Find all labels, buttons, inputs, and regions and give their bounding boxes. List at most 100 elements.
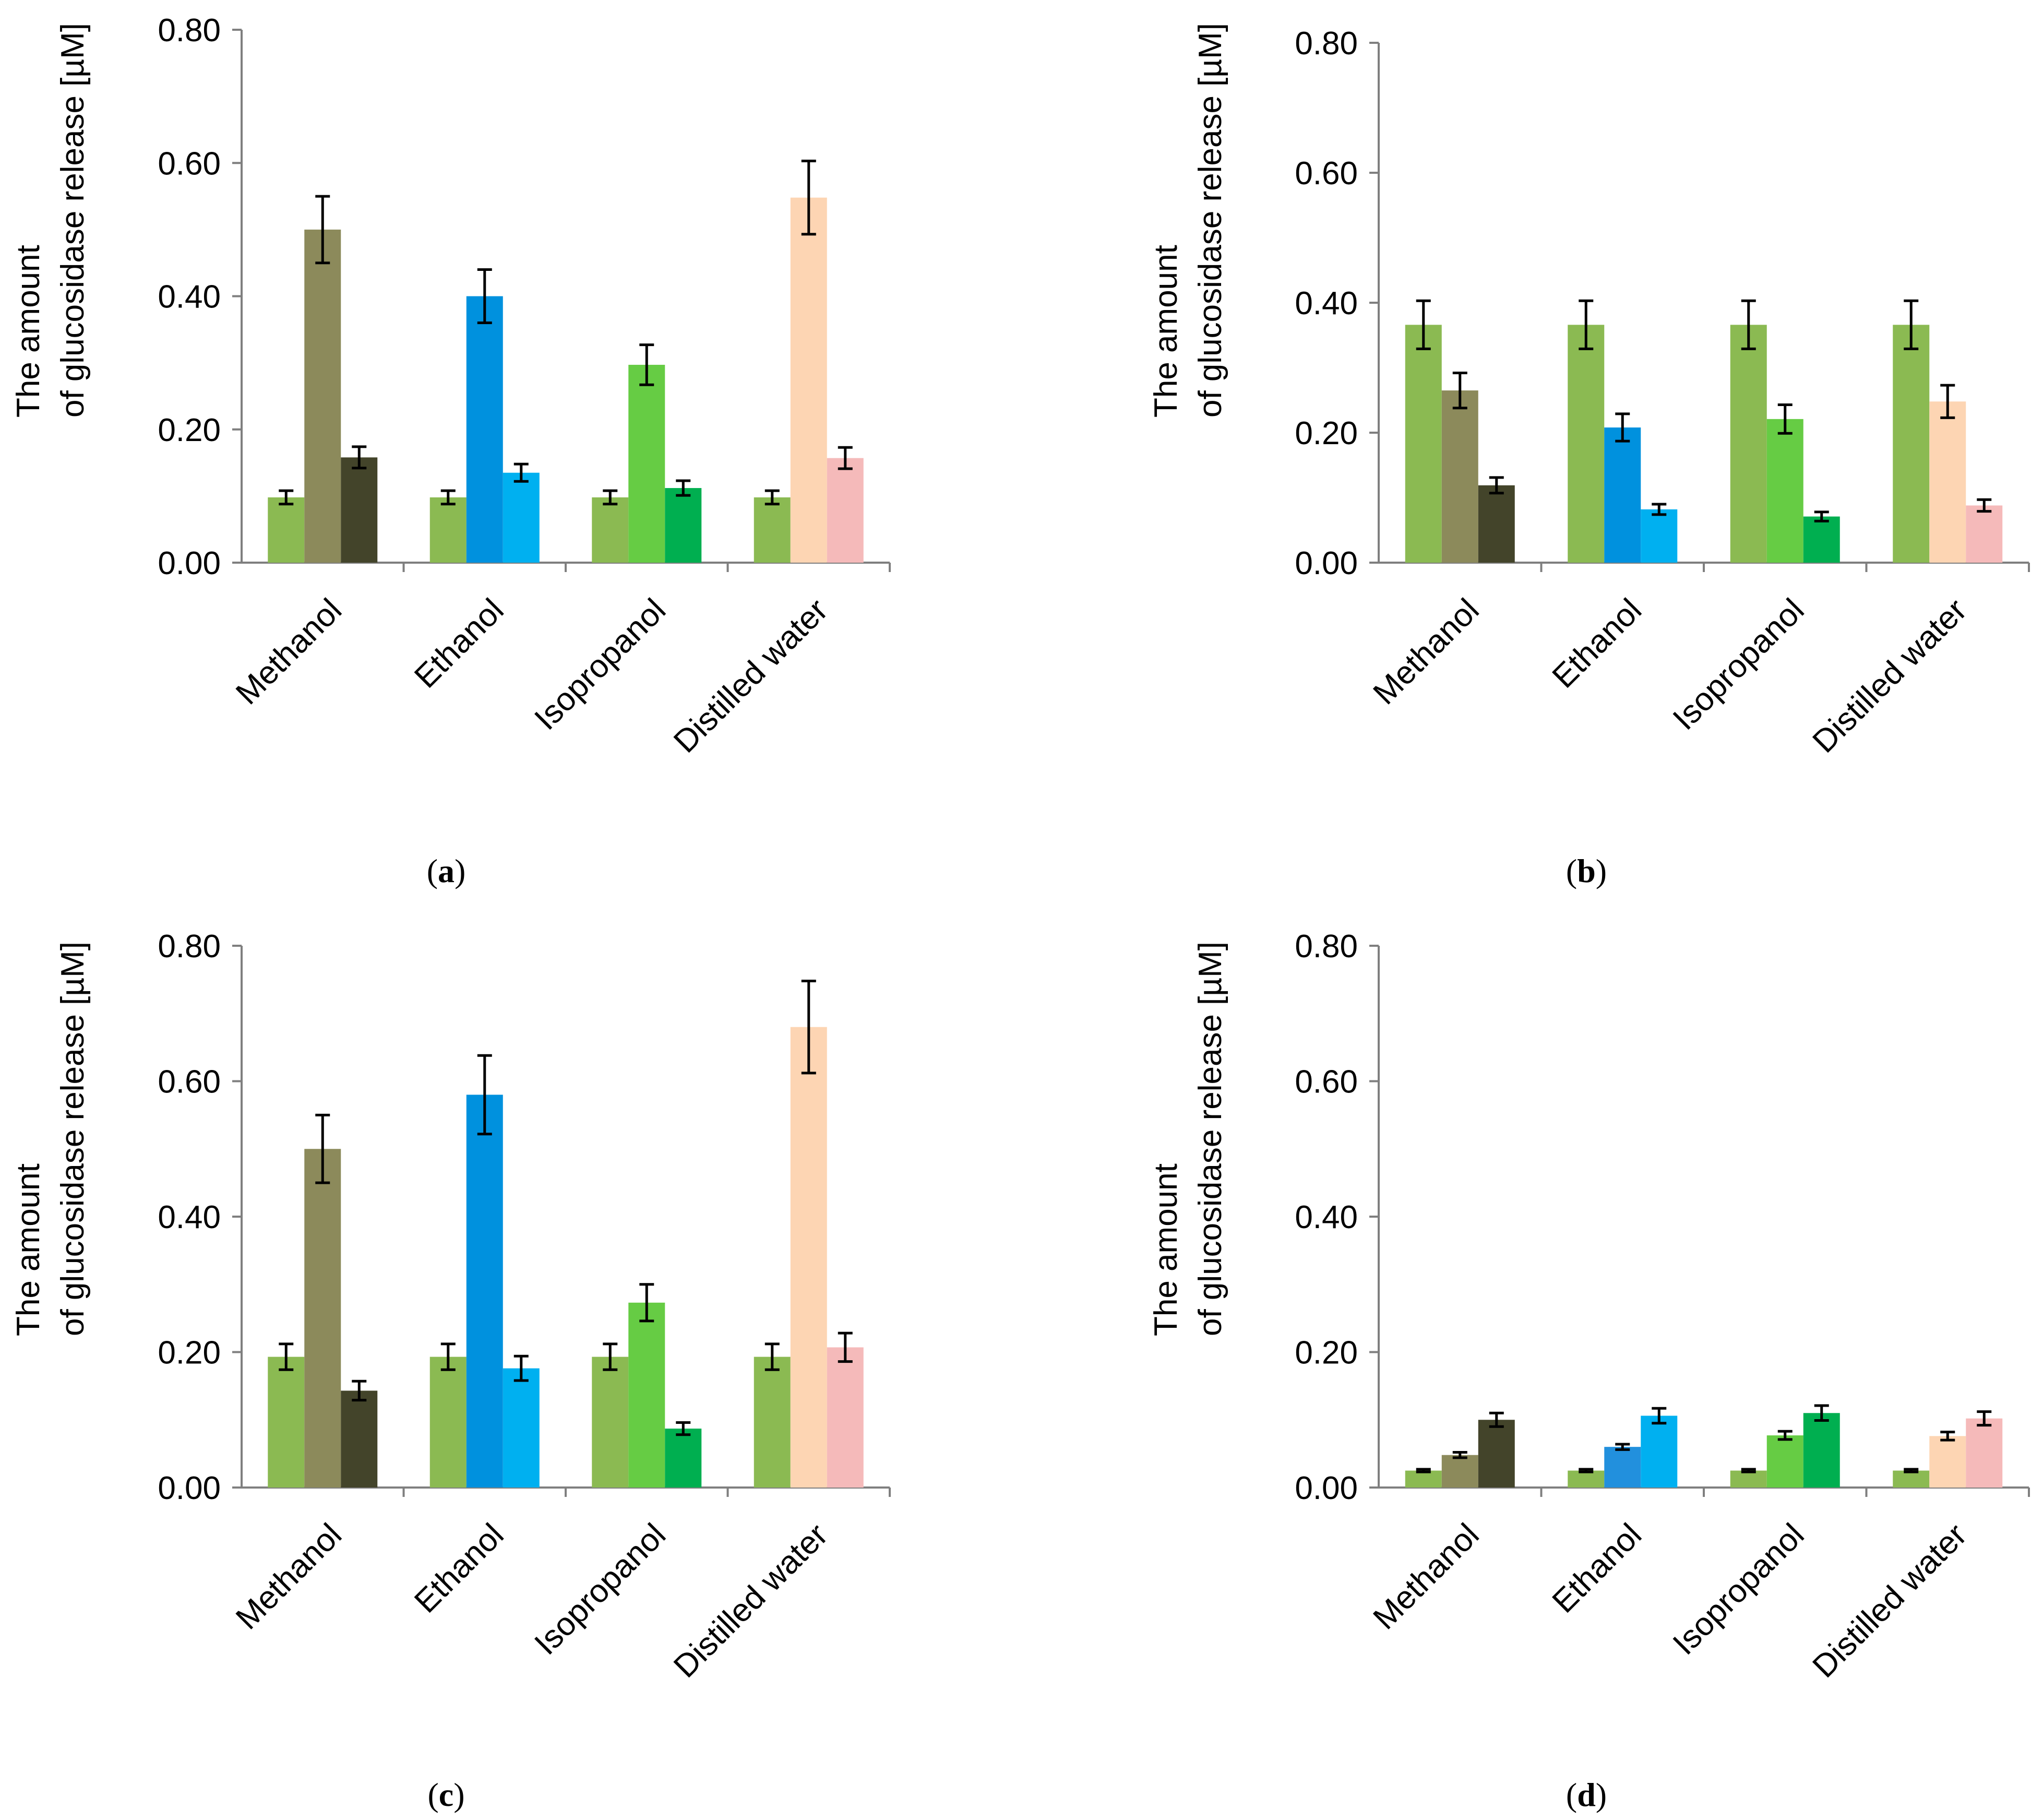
bar-distilled-water-1 xyxy=(1893,325,1930,563)
panel-label: (c) xyxy=(427,1776,464,1813)
bar-isopropanol-2 xyxy=(1766,419,1803,563)
bar-ethanol-2 xyxy=(1604,427,1641,563)
x-category-label: Distilled water xyxy=(1806,1517,1974,1685)
x-category-label: Distilled water xyxy=(667,592,835,760)
bar-isopropanol-3 xyxy=(665,1429,702,1488)
x-category-label: Ethanol xyxy=(1546,592,1648,695)
bar-isopropanol-3 xyxy=(665,488,702,563)
bar-distilled-water-2 xyxy=(790,1027,827,1488)
bar-methanol-1 xyxy=(1405,1470,1442,1488)
y-tick-label: 0.20 xyxy=(158,412,221,448)
bar-isopropanol-3 xyxy=(1803,516,1840,563)
y-axis-title: of glucosidase release [µM] xyxy=(55,942,91,1336)
y-tick-label: 0.00 xyxy=(1295,545,1358,581)
bar-ethanol-2 xyxy=(466,296,503,563)
y-tick-label: 0.80 xyxy=(158,929,221,965)
y-axis-title: The amount xyxy=(1148,1163,1184,1336)
bar-distilled-water-3 xyxy=(1966,505,2003,563)
bar-distilled-water-3 xyxy=(827,458,864,563)
bar-isopropanol-1 xyxy=(1730,1470,1767,1488)
bar-ethanol-3 xyxy=(1641,1415,1678,1488)
x-category-label: Isopropanol xyxy=(1666,1517,1811,1662)
x-category-label: Distilled water xyxy=(1806,592,1974,760)
y-axis-title: of glucosidase release [µM] xyxy=(55,23,91,418)
x-category-label: Methanol xyxy=(1367,1517,1486,1636)
bar-distilled-water-1 xyxy=(1893,1470,1930,1488)
bar-methanol-3 xyxy=(341,1390,378,1488)
x-category-label: Ethanol xyxy=(408,1517,510,1620)
chart-panel-b: 0.00 0.20 0.40 0.60 0.80 The amount of glucosi… xyxy=(1148,23,2030,889)
y-tick-label: 0.40 xyxy=(1295,1199,1358,1235)
bar-distilled-water-3 xyxy=(1966,1418,2003,1488)
panel-label: (d) xyxy=(1566,1776,1607,1813)
y-tick-label: 0.80 xyxy=(158,13,221,49)
x-category-label: Methanol xyxy=(229,1517,349,1636)
x-category-label: Ethanol xyxy=(1546,1517,1648,1620)
bar-distilled-water-2 xyxy=(1929,401,1966,563)
bar-distilled-water-2 xyxy=(790,197,827,563)
y-tick-label: 0.60 xyxy=(1295,156,1358,192)
y-axis-title: The amount xyxy=(1148,245,1184,418)
bar-ethanol-2 xyxy=(1604,1447,1641,1488)
x-category-label: Isopropanol xyxy=(528,592,673,737)
bar-methanol-3 xyxy=(1478,485,1515,563)
bar-isopropanol-1 xyxy=(1730,325,1767,563)
bar-distilled-water-3 xyxy=(827,1347,864,1488)
bar-ethanol-3 xyxy=(1641,509,1678,563)
y-axis-title: The amount xyxy=(10,1163,46,1336)
bar-methanol-2 xyxy=(304,1149,341,1488)
bar-methanol-2 xyxy=(304,229,341,563)
x-category-label: Methanol xyxy=(229,592,349,711)
bar-isopropanol-2 xyxy=(628,364,665,563)
x-category-label: Isopropanol xyxy=(1666,592,1811,737)
y-tick-label: 0.40 xyxy=(1295,286,1358,322)
y-tick-label: 0.60 xyxy=(158,1064,221,1100)
y-tick-label: 0.20 xyxy=(158,1335,221,1371)
bar-isopropanol-1 xyxy=(592,1357,629,1488)
y-tick-label: 0.80 xyxy=(1295,929,1358,965)
bar-isopropanol-3 xyxy=(1803,1413,1840,1488)
bar-ethanol-2 xyxy=(466,1095,503,1488)
bar-distilled-water-2 xyxy=(1929,1436,1966,1488)
bar-methanol-1 xyxy=(268,497,305,563)
x-category-label: Distilled water xyxy=(667,1517,835,1685)
y-tick-label: 0.60 xyxy=(158,146,221,182)
bar-ethanol-3 xyxy=(503,472,540,563)
y-tick-label: 0.40 xyxy=(158,279,221,315)
chart-panel-d: 0.00 0.20 0.40 0.60 0.80 The amount of glucosi… xyxy=(1148,929,2030,1813)
panel-label: (b) xyxy=(1566,852,1607,889)
x-category-label: Isopropanol xyxy=(528,1517,673,1662)
bar-ethanol-1 xyxy=(1568,1470,1605,1488)
bar-ethanol-1 xyxy=(1568,325,1605,563)
bar-ethanol-3 xyxy=(503,1368,540,1488)
y-tick-label: 0.80 xyxy=(1295,26,1358,62)
bar-methanol-2 xyxy=(1441,1455,1478,1488)
bar-methanol-3 xyxy=(1478,1420,1515,1488)
y-tick-label: 0.00 xyxy=(1295,1470,1358,1506)
y-axis-title: of glucosidase release [µM] xyxy=(1192,23,1228,418)
chart-panel-a: 0.00 0.20 0.40 0.60 0.80 The amount of glucosi… xyxy=(10,13,891,889)
y-tick-label: 0.40 xyxy=(158,1199,221,1235)
y-axis-title: The amount xyxy=(10,245,46,418)
y-tick-label: 0.20 xyxy=(1295,1335,1358,1371)
bar-isopropanol-2 xyxy=(1766,1435,1803,1488)
panel-label: (a) xyxy=(427,852,466,889)
bar-ethanol-1 xyxy=(429,497,467,563)
bar-distilled-water-1 xyxy=(754,497,791,563)
bar-methanol-2 xyxy=(1441,390,1478,563)
x-category-label: Ethanol xyxy=(408,592,510,695)
bar-methanol-1 xyxy=(268,1357,305,1488)
bar-methanol-1 xyxy=(1405,325,1442,563)
y-tick-label: 0.20 xyxy=(1295,415,1358,451)
bar-isopropanol-2 xyxy=(628,1302,665,1488)
bar-methanol-3 xyxy=(341,457,378,563)
bar-ethanol-1 xyxy=(429,1357,467,1488)
y-tick-label: 0.00 xyxy=(158,1470,221,1506)
y-tick-label: 0.60 xyxy=(1295,1064,1358,1100)
bar-isopropanol-1 xyxy=(592,497,629,563)
x-category-label: Methanol xyxy=(1367,592,1486,711)
chart-panel-c: 0.00 0.20 0.40 0.60 0.80 The amount of glucosi… xyxy=(10,929,891,1813)
bar-distilled-water-1 xyxy=(754,1357,791,1488)
y-axis-title: of glucosidase release [µM] xyxy=(1192,942,1228,1336)
